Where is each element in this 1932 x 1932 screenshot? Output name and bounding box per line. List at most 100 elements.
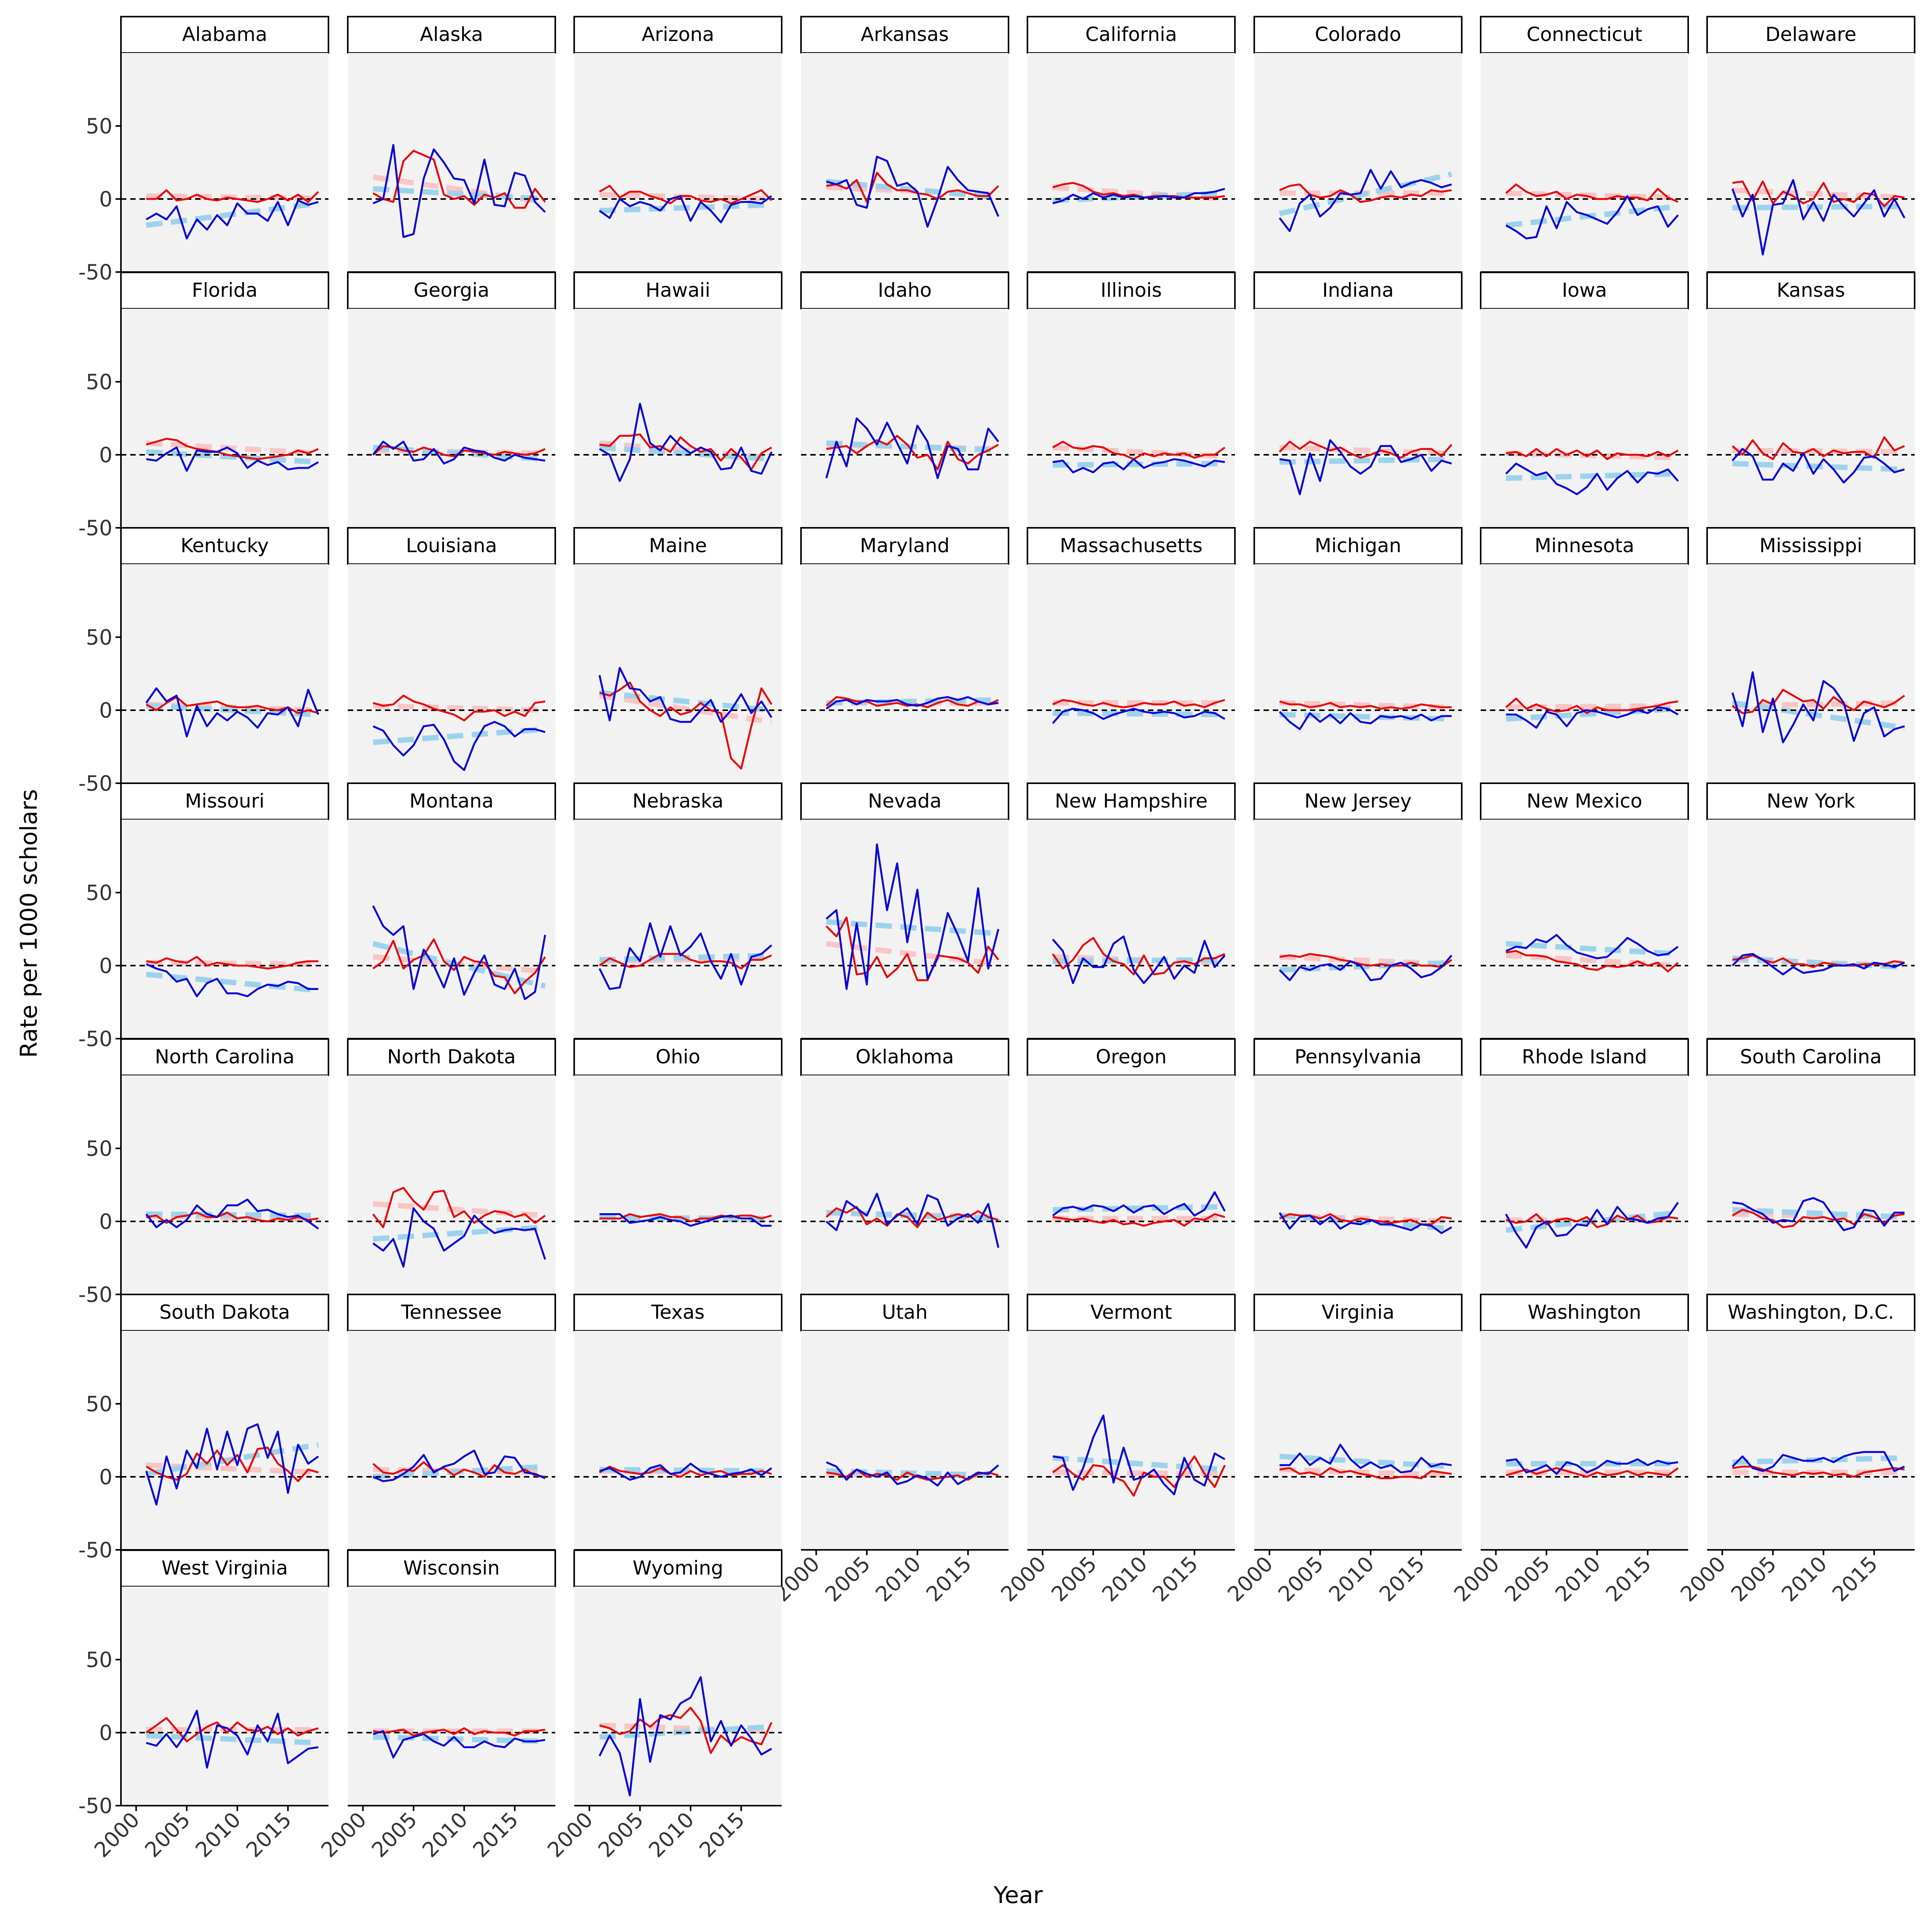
blue-trend-line (1506, 471, 1678, 481)
red-series-line (1279, 700, 1452, 710)
x-tick-label: 2000 (996, 1552, 1051, 1607)
strip-label: Pennsylvania (1294, 1046, 1422, 1068)
red-series-line (146, 1717, 319, 1743)
red-series-line (1506, 448, 1679, 460)
strip-label: South Dakota (159, 1301, 290, 1323)
red-trend-line (599, 693, 772, 725)
panel-background (348, 820, 555, 1039)
blue-trend-line (826, 697, 998, 706)
blue-series-line (599, 1213, 772, 1227)
strip-label: Utah (882, 1301, 928, 1323)
red-series-line (373, 1727, 546, 1737)
red-trend-line (1279, 954, 1452, 967)
red-series-line (1279, 440, 1452, 459)
x-tick-label: 2005 (1047, 1552, 1102, 1607)
strip-box (120, 272, 329, 310)
panel-background (1707, 820, 1915, 1039)
strip-label: Georgia (413, 279, 489, 301)
blue-series-line (1505, 195, 1679, 240)
panel-background (1481, 1331, 1688, 1550)
blue-trend-line (146, 449, 319, 465)
panel-background (348, 1075, 555, 1294)
panel-connecticut: Connecticut (1480, 16, 1689, 273)
blue-series-line (1505, 1202, 1679, 1249)
blue-series-line (1731, 953, 1905, 976)
red-series-line (599, 1213, 772, 1223)
red-series-line (146, 956, 318, 970)
x-tick-label: 2000 (1676, 1552, 1731, 1607)
strip-box (347, 16, 556, 54)
blue-trend-line (372, 726, 546, 745)
panel-texas: Texas (573, 1294, 782, 1551)
y-tick-label: 50 (86, 1392, 112, 1416)
red-series-line (372, 1187, 546, 1228)
red-trend-line (373, 1201, 546, 1218)
red-trend-line (1053, 184, 1225, 202)
panel-background (348, 53, 555, 272)
strip-box (120, 782, 329, 820)
blue-series-line (1053, 458, 1225, 473)
strip-box (347, 272, 556, 310)
panel-florida: Florida -50 0 50 (78, 272, 329, 540)
panel-background (801, 53, 1009, 272)
x-axis-title: Year (993, 1882, 1043, 1909)
panel-background (1707, 53, 1915, 272)
strip-label: Arizona (642, 23, 714, 46)
panel-delaware: Delaware (1706, 16, 1915, 273)
strip-label: Colorado (1315, 23, 1401, 46)
y-tick-label: -50 (78, 1794, 112, 1818)
blue-series-line (145, 1198, 319, 1230)
panel-background (574, 1587, 782, 1806)
y-tick-label: 50 (86, 114, 112, 138)
red-series-line (1732, 1209, 1905, 1228)
red-series-line (1279, 1467, 1452, 1480)
panel-oregon: Oregon (1027, 1038, 1236, 1295)
blue-series-line (1732, 1197, 1905, 1231)
panel-background (1254, 1331, 1462, 1550)
blue-trend-line (1732, 700, 1905, 731)
strip-box (1480, 1038, 1689, 1076)
blue-series-line (1731, 671, 1905, 743)
blue-series-line (825, 1192, 1000, 1248)
blue-series-line (825, 843, 1000, 990)
red-series-line (372, 694, 546, 721)
panel-background (1027, 1075, 1235, 1294)
blue-trend-line (1279, 1454, 1452, 1469)
red-series-line (825, 916, 999, 981)
panel-background (1027, 1331, 1235, 1550)
strip-box (1253, 1294, 1463, 1332)
strip-label: Oregon (1096, 1046, 1167, 1068)
panel-indiana: Indiana (1253, 272, 1463, 529)
strip-label: Texas (651, 1301, 704, 1323)
panel-new-hampshire: New Hampshire (1027, 782, 1236, 1039)
panel-kentucky: Kentucky -50 0 50 (78, 527, 329, 796)
blue-series-line (599, 403, 773, 482)
y-tick-label: 50 (86, 1136, 112, 1161)
y-tick-label: 0 (99, 1465, 112, 1489)
blue-trend-line (599, 445, 772, 462)
panel-background (1027, 53, 1235, 272)
x-tick-label: 2015 (468, 1808, 523, 1862)
x-tick-label: 2015 (1828, 1552, 1883, 1607)
strip-label: Indiana (1322, 279, 1394, 301)
blue-series-line (1052, 707, 1226, 724)
strip-box (347, 782, 556, 820)
panel-background (1707, 1331, 1915, 1550)
panel-north-dakota: North Dakota (347, 1038, 556, 1295)
strip-label: West Virginia (162, 1557, 288, 1579)
panel-background (1481, 1075, 1688, 1294)
y-tick-label: 0 (99, 443, 112, 467)
strip-box (1480, 16, 1689, 54)
blue-series-line (826, 155, 1000, 228)
blue-series-line (1505, 463, 1679, 495)
strip-label: Iowa (1562, 279, 1607, 301)
x-tick-label: 2000 (1449, 1552, 1504, 1607)
y-tick-label: -50 (78, 1538, 112, 1562)
panel-new-york: New York (1706, 782, 1915, 1039)
panel-background (1707, 1075, 1915, 1294)
